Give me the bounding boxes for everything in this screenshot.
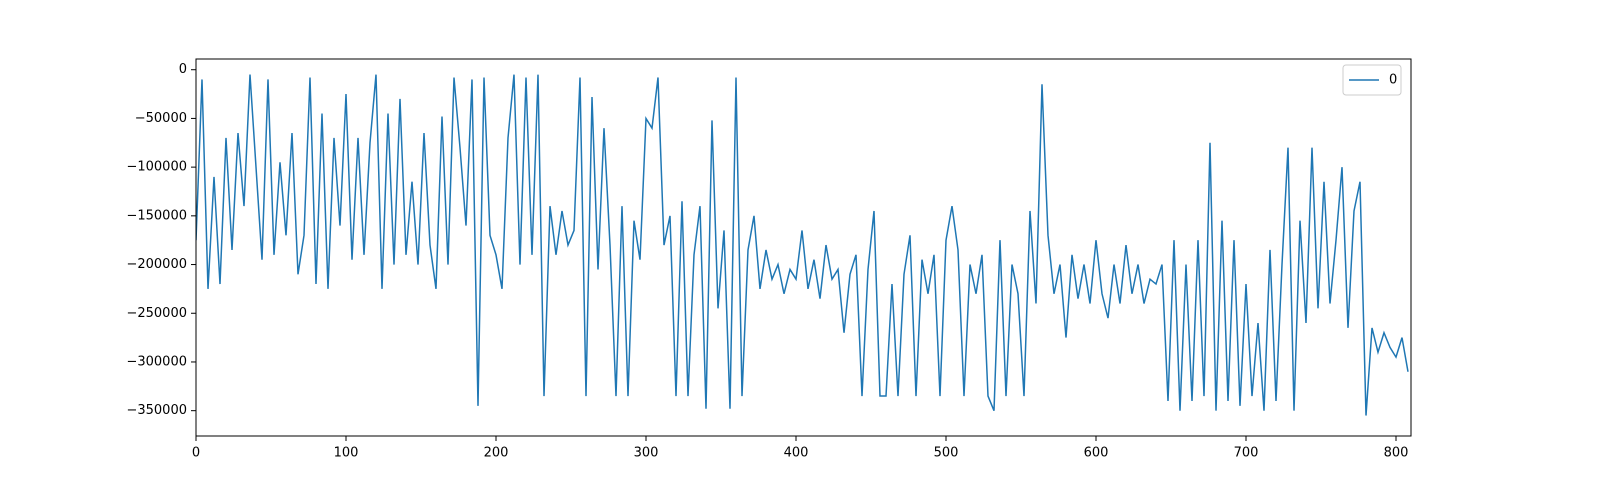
y-tick-label: −50000 [135, 111, 187, 126]
x-tick-label: 0 [192, 446, 200, 461]
x-tick-label: 100 [334, 446, 359, 461]
x-tick-label: 600 [1084, 446, 1109, 461]
line-series [196, 74, 1409, 416]
y-tick-label: −250000 [126, 306, 187, 321]
x-tick-label: 400 [784, 446, 809, 461]
y-tick-label: −200000 [126, 257, 187, 272]
x-tick-label: 800 [1384, 446, 1409, 461]
y-tick-label: −150000 [126, 208, 187, 223]
y-tick-label: −350000 [126, 403, 187, 418]
y-tick-label: −100000 [126, 160, 187, 175]
x-tick-label: 500 [934, 446, 959, 461]
x-tick-label: 300 [634, 446, 659, 461]
x-tick-label: 200 [484, 446, 509, 461]
legend-label: 0 [1389, 73, 1397, 88]
y-tick-label: −300000 [126, 354, 187, 369]
y-tick-label: 0 [179, 62, 187, 77]
x-tick-label: 700 [1234, 446, 1259, 461]
axes-frame [195, 58, 1412, 437]
